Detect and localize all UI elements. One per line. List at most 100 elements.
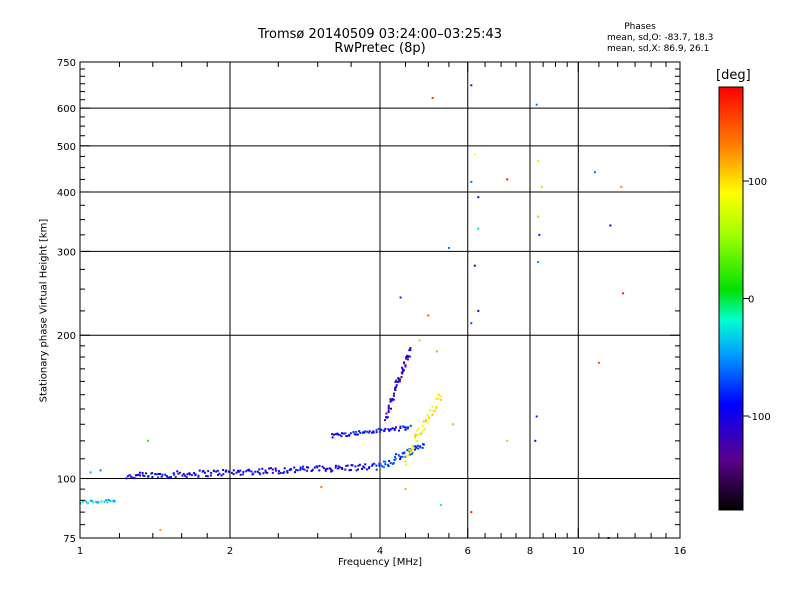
scatter-point bbox=[540, 185, 543, 188]
trace-point bbox=[278, 470, 281, 473]
trace-point bbox=[345, 435, 348, 437]
trace-point bbox=[113, 500, 116, 503]
scatter-point bbox=[89, 471, 92, 474]
scatter-point bbox=[506, 439, 509, 442]
trace-point bbox=[389, 398, 392, 401]
trace-point bbox=[392, 398, 395, 401]
trace-point bbox=[258, 472, 261, 474]
trace-point bbox=[394, 389, 397, 391]
scatter-point bbox=[506, 178, 509, 181]
trace-point bbox=[105, 499, 108, 502]
trace-point bbox=[262, 472, 265, 475]
trace-point bbox=[379, 463, 382, 466]
trace-point bbox=[377, 428, 380, 430]
x-tick-label: 2 bbox=[227, 546, 233, 557]
scatter-point bbox=[427, 314, 430, 317]
trace-point bbox=[344, 432, 347, 435]
colorbar-ticks: 100 0 -100 bbox=[743, 177, 771, 423]
trace-point bbox=[271, 468, 274, 471]
trace-point bbox=[172, 472, 175, 475]
trace-point bbox=[414, 435, 417, 438]
trace-point bbox=[210, 472, 213, 474]
scatter-point bbox=[431, 97, 434, 99]
trace-point bbox=[167, 477, 170, 479]
trace-point bbox=[402, 369, 405, 372]
trace-point bbox=[139, 474, 141, 477]
scatter-point bbox=[404, 488, 407, 491]
trace-point bbox=[329, 468, 332, 471]
trace-point bbox=[349, 468, 352, 471]
trace-point bbox=[194, 473, 197, 476]
trace-point bbox=[318, 469, 321, 472]
scatter-point bbox=[609, 224, 612, 227]
trace-point bbox=[372, 430, 375, 433]
trace-point bbox=[95, 500, 98, 503]
echo-points bbox=[79, 84, 625, 539]
trace-point bbox=[405, 454, 408, 457]
trace-point bbox=[204, 471, 206, 474]
trace-point bbox=[399, 458, 402, 461]
trace-point bbox=[164, 473, 167, 476]
trace-point bbox=[404, 455, 407, 458]
trace-point bbox=[92, 501, 95, 504]
trace-point bbox=[239, 469, 242, 472]
trace-point bbox=[242, 470, 245, 473]
trace-point bbox=[258, 468, 261, 471]
trace-point bbox=[410, 452, 413, 455]
trace-point bbox=[295, 468, 298, 471]
trace-point bbox=[426, 421, 429, 424]
trace-point bbox=[337, 433, 340, 436]
scatter-point bbox=[538, 233, 541, 236]
trace-point bbox=[239, 473, 242, 476]
trace-point bbox=[321, 465, 324, 468]
trace-point bbox=[434, 410, 437, 413]
trace-point bbox=[242, 473, 244, 476]
trace-point bbox=[220, 474, 223, 477]
scatter-point bbox=[451, 423, 454, 426]
trace-point bbox=[338, 466, 341, 469]
trace-point bbox=[406, 427, 409, 430]
trace-point bbox=[384, 460, 387, 463]
trace-point bbox=[366, 430, 369, 433]
trace-point bbox=[266, 471, 269, 474]
trace-point bbox=[135, 474, 138, 477]
trace-point bbox=[399, 427, 402, 429]
trace-point bbox=[159, 472, 162, 475]
scatter-point bbox=[537, 261, 539, 263]
trace-point bbox=[186, 473, 189, 476]
scatter-point bbox=[537, 159, 539, 162]
scatter-point bbox=[470, 180, 473, 183]
trace-point bbox=[290, 468, 293, 471]
trace-point bbox=[333, 433, 335, 436]
trace-point bbox=[247, 468, 250, 471]
trace-point bbox=[389, 428, 392, 431]
trace-point bbox=[412, 447, 415, 450]
trace-point bbox=[372, 431, 375, 434]
trace-point bbox=[318, 464, 321, 467]
trace-point bbox=[383, 429, 386, 432]
trace-point bbox=[390, 399, 393, 402]
trace-point bbox=[393, 427, 396, 430]
trace-point bbox=[411, 444, 414, 447]
trace-point bbox=[375, 428, 378, 431]
trace-point bbox=[406, 356, 409, 358]
trace-point bbox=[401, 452, 404, 455]
trace-point bbox=[398, 429, 400, 432]
trace-point bbox=[398, 455, 401, 458]
trace-point bbox=[232, 469, 235, 472]
trace-point bbox=[84, 500, 87, 503]
trace-point bbox=[395, 453, 398, 456]
trace-point bbox=[408, 453, 411, 456]
trace-point bbox=[326, 467, 329, 470]
trace-point bbox=[401, 368, 404, 371]
trace-point bbox=[286, 470, 289, 472]
trace-point bbox=[184, 474, 186, 477]
y-tick-label: 500 bbox=[57, 142, 76, 153]
trace-point bbox=[160, 475, 163, 478]
trace-point bbox=[385, 412, 388, 415]
trace-point bbox=[324, 469, 327, 472]
trace-point bbox=[155, 473, 158, 476]
trace-point bbox=[424, 419, 427, 422]
trace-point bbox=[387, 409, 390, 412]
scatter-point bbox=[535, 415, 538, 418]
